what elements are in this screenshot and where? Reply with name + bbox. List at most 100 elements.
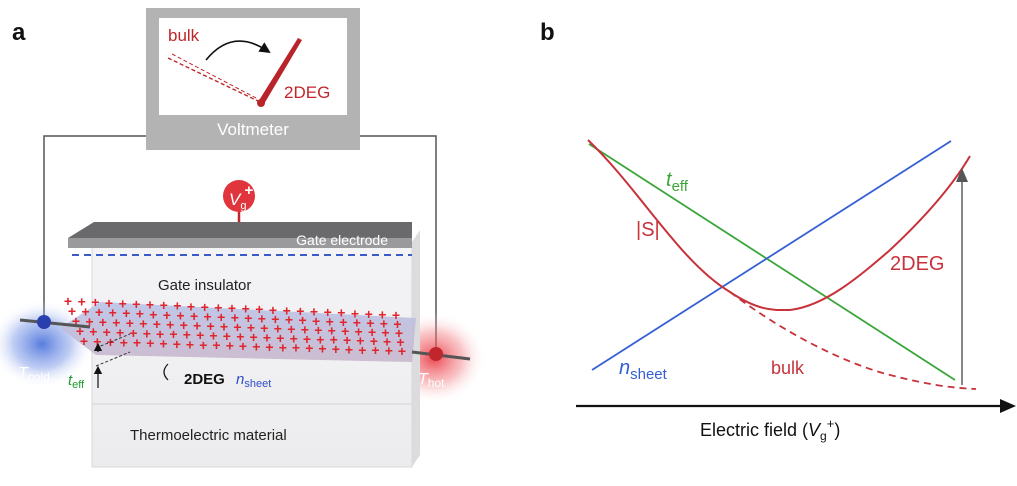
charge-plus: + — [236, 329, 244, 345]
charge-plus: + — [396, 334, 404, 350]
charge-plus: + — [201, 299, 209, 315]
gate-electrode-label: Gate electrode — [296, 232, 388, 248]
charge-plus: + — [231, 310, 239, 326]
charge-plus: + — [292, 340, 300, 356]
charge-plus: + — [180, 317, 188, 333]
twodeg-label: 2DEG — [184, 371, 225, 388]
charge-plus: + — [156, 326, 164, 342]
n-sheet-curve — [591, 140, 952, 371]
charge-plus: + — [72, 313, 80, 329]
cold-contact — [37, 315, 51, 329]
gate-electrode-top — [68, 222, 412, 238]
t-cold-label: Tcold — [18, 365, 50, 384]
bulk-curve-label: bulk — [771, 358, 805, 378]
charge-plus: + — [339, 314, 347, 330]
charge-plus: + — [255, 301, 263, 317]
charge-plus: + — [105, 295, 113, 311]
charge-plus: + — [380, 316, 388, 332]
charge-plus: + — [355, 324, 363, 340]
charge-plus: + — [395, 325, 403, 341]
charge-plus: + — [82, 304, 90, 320]
charge-plus: + — [314, 322, 322, 338]
charge-plus: + — [196, 327, 204, 343]
t-hot-label: Thot — [418, 371, 445, 390]
charge-plus: + — [326, 313, 334, 329]
charge-plus: + — [85, 314, 93, 330]
charge-plus: + — [183, 327, 191, 343]
charge-plus: + — [209, 328, 217, 344]
charge-plus: + — [370, 333, 378, 349]
charge-plus: + — [265, 339, 273, 355]
bulk-needle-dashed — [167, 57, 259, 102]
charge-plus: + — [276, 330, 284, 346]
charge-plus: + — [332, 341, 340, 357]
wire-right — [360, 135, 437, 352]
charge-plus: + — [89, 324, 97, 340]
charge-plus: + — [76, 323, 84, 339]
s-2deg-curve — [587, 139, 971, 312]
charge-plus: + — [345, 341, 353, 357]
charge-plus: + — [119, 295, 127, 311]
gate-electrode-front — [68, 238, 412, 248]
n-sheet-label: nsheet — [236, 371, 271, 390]
charge-plus: + — [199, 337, 207, 353]
charge-plus: + — [258, 311, 266, 327]
charge-plus: + — [166, 317, 174, 333]
gate-terminal-circle — [223, 180, 255, 212]
voltmeter-label: Voltmeter — [217, 120, 289, 139]
charge-plus: + — [383, 334, 391, 350]
charge-plus: + — [176, 307, 184, 323]
panel-a-letter: a — [12, 19, 26, 46]
charge-plus: + — [173, 298, 181, 314]
charge-plus: + — [239, 338, 247, 354]
charge-plus: + — [252, 338, 260, 354]
charge-plus: + — [353, 314, 361, 330]
gate-insulator-label: Gate insulator — [158, 277, 251, 294]
charge-plus: + — [279, 339, 287, 355]
t-eff-curve-label: teff — [666, 169, 689, 195]
twodeg-reading-label: 2DEG — [284, 83, 330, 102]
charge-plus: + — [149, 306, 157, 322]
charge-plus: + — [223, 328, 231, 344]
voltmeter: Voltmeter bulk 2DEG — [146, 8, 360, 150]
s-bulk-curve — [729, 291, 977, 390]
charge-plus: + — [220, 319, 228, 335]
charge-plus: + — [143, 325, 151, 341]
charge-plus: + — [153, 316, 161, 332]
charge-plus: + — [371, 342, 379, 358]
charge-plus: + — [312, 313, 320, 329]
charge-plus: + — [160, 297, 168, 313]
charge-plus: + — [204, 308, 212, 324]
gate-terminal: Vg+ — [223, 180, 255, 232]
charge-plus: + — [116, 324, 124, 340]
charge-plus: + — [109, 305, 117, 321]
charge-plus: + — [299, 312, 307, 328]
x-axis-label: Electric field (Vg+) — [700, 416, 840, 443]
charge-plus: + — [305, 340, 313, 356]
charge-plus: + — [285, 312, 293, 328]
charge-plus: + — [214, 299, 222, 315]
charge-plus: + — [324, 304, 332, 320]
charge-plus: + — [244, 310, 252, 326]
charge-plus: + — [136, 306, 144, 322]
charge-plus: + — [193, 318, 201, 334]
charge-plus: + — [356, 333, 364, 349]
charge-plus: + — [93, 333, 101, 349]
charge-plus: + — [337, 305, 345, 321]
needle-swing-arrow — [205, 40, 271, 61]
charge-plus: + — [358, 342, 366, 358]
charge-plus: + — [217, 309, 225, 325]
charge-plus: + — [303, 331, 311, 347]
t-eff-curve — [588, 143, 956, 381]
charge-plus: + — [103, 324, 111, 340]
charge-plus: + — [68, 303, 76, 319]
charge-plus: + — [385, 343, 393, 359]
charge-plus: + — [78, 294, 86, 310]
device-stack: Gate electrode Gate insulator Thermoelec… — [60, 222, 420, 468]
panel-b-letter: b — [540, 19, 555, 46]
needle-pivot — [257, 99, 265, 107]
bulk-needle-dashed-2 — [171, 53, 259, 100]
x-axis-arrowhead — [1000, 399, 1016, 413]
charge-plus: + — [212, 337, 220, 353]
